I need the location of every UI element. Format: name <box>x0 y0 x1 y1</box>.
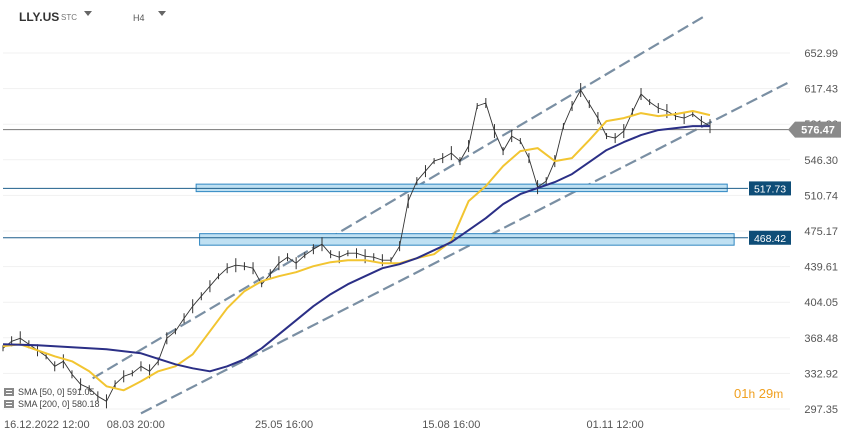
y-tick-label: 546.30 <box>804 155 838 167</box>
support-zones[interactable] <box>195 183 735 246</box>
level-price-label: 517.73 <box>754 183 786 195</box>
x-tick-label: 15.08 16:00 <box>422 419 480 431</box>
support-zone <box>195 183 728 193</box>
legend-sma200-label: SMA [200, 0] 580.18 <box>18 399 100 409</box>
symbol-subtype: STC <box>61 13 77 22</box>
channel-line <box>140 81 790 415</box>
y-axis[interactable]: 652.99617.43581.86546.30510.74475.17439.… <box>804 48 838 416</box>
timeframe-label[interactable]: H4 <box>133 13 145 23</box>
grid-lines <box>3 52 790 410</box>
level-price-tag <box>749 230 791 245</box>
x-tick-label: 25.05 16:00 <box>255 419 313 431</box>
level-price-tag <box>749 181 791 196</box>
y-tick-label: 475.17 <box>804 226 838 238</box>
support-zone <box>199 233 735 246</box>
indicator-settings-icon[interactable] <box>4 400 14 408</box>
x-tick-label: 08.03 20:00 <box>107 419 165 431</box>
x-axis[interactable]: 16.12.2022 12:00 08.03 20:00 25.05 16:00 15… <box>4 419 644 431</box>
legend-sma50-label: SMA [50, 0] 591.05 <box>18 387 95 397</box>
indicator-legend: SMA [50, 0] 591.05 SMA [200, 0] 580.18 <box>4 386 100 410</box>
indicator-settings-icon[interactable] <box>4 388 14 396</box>
y-tick-label: 297.35 <box>804 404 838 416</box>
legend-sma200[interactable]: SMA [200, 0] 580.18 <box>4 398 100 410</box>
y-tick-label: 368.48 <box>804 333 838 345</box>
level-price-label: 468.42 <box>754 233 786 245</box>
sma50-line <box>2 110 711 392</box>
current-price-tag <box>788 121 841 138</box>
series-lines <box>2 83 711 409</box>
candle-countdown: 01h 29m <box>734 386 783 401</box>
y-tick-label: 652.99 <box>804 48 838 60</box>
channel-line <box>92 14 708 380</box>
y-tick-label: 510.74 <box>804 190 838 202</box>
countdown-minutes-unit: m <box>773 387 784 401</box>
timeframe-dropdown-icon[interactable] <box>158 11 166 16</box>
y-tick-label: 332.92 <box>804 368 838 380</box>
y-tick-label: 617.43 <box>804 84 838 96</box>
sma200-line <box>2 125 710 373</box>
countdown-hours: 01 <box>734 386 749 401</box>
symbol-dropdown-icon[interactable] <box>84 11 92 16</box>
x-tick-label: 01.11 12:00 <box>587 419 644 431</box>
countdown-minutes: 29 <box>758 386 774 401</box>
price-tags: 517.73 468.42 576.47 <box>749 121 841 245</box>
y-tick-label: 439.61 <box>804 262 838 274</box>
x-tick-label: 16.12.2022 12:00 <box>4 419 90 431</box>
legend-sma50[interactable]: SMA [50, 0] 591.05 <box>4 386 100 398</box>
trend-channel[interactable] <box>92 14 790 415</box>
countdown-hours-unit: h <box>748 387 756 401</box>
symbol-label[interactable]: LLY.US <box>19 10 60 24</box>
y-tick-label: 404.05 <box>804 297 838 309</box>
current-price-label: 576.47 <box>801 125 835 137</box>
